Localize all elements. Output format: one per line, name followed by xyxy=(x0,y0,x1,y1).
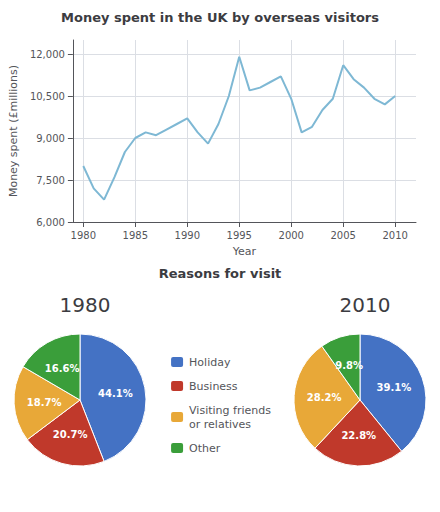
svg-text:7,500: 7,500 xyxy=(36,175,65,186)
svg-text:1995: 1995 xyxy=(227,230,252,241)
svg-text:1985: 1985 xyxy=(123,230,148,241)
svg-text:2000: 2000 xyxy=(279,230,304,241)
svg-text:2010: 2010 xyxy=(382,230,407,241)
svg-text:1980: 1980 xyxy=(60,293,111,317)
svg-text:Money spent (£millions): Money spent (£millions) xyxy=(7,65,20,197)
svg-text:22.8%: 22.8% xyxy=(341,430,376,441)
svg-text:2005: 2005 xyxy=(330,230,355,241)
svg-text:20.7%: 20.7% xyxy=(53,429,88,440)
svg-text:Business: Business xyxy=(189,380,238,393)
svg-text:Money spent in the UK by overs: Money spent in the UK by overseas visito… xyxy=(61,10,379,25)
svg-text:Visiting friends: Visiting friends xyxy=(189,404,271,417)
svg-text:16.6%: 16.6% xyxy=(45,363,80,374)
svg-text:6,000: 6,000 xyxy=(36,217,65,228)
svg-text:12,000: 12,000 xyxy=(30,49,65,60)
svg-text:9.8%: 9.8% xyxy=(335,360,363,371)
svg-text:44.1%: 44.1% xyxy=(98,388,133,399)
svg-text:1980: 1980 xyxy=(71,230,96,241)
svg-text:or relatives: or relatives xyxy=(189,418,251,431)
svg-text:1990: 1990 xyxy=(175,230,200,241)
svg-text:18.7%: 18.7% xyxy=(27,397,62,408)
svg-text:9,000: 9,000 xyxy=(36,133,65,144)
svg-text:2010: 2010 xyxy=(340,293,391,317)
svg-text:28.2%: 28.2% xyxy=(307,392,342,403)
svg-text:Year: Year xyxy=(232,245,257,258)
svg-text:Other: Other xyxy=(189,442,221,455)
svg-text:Holiday: Holiday xyxy=(189,356,231,369)
svg-text:10,500: 10,500 xyxy=(30,91,65,102)
svg-text:Reasons for visit: Reasons for visit xyxy=(159,266,282,281)
svg-text:39.1%: 39.1% xyxy=(377,382,412,393)
